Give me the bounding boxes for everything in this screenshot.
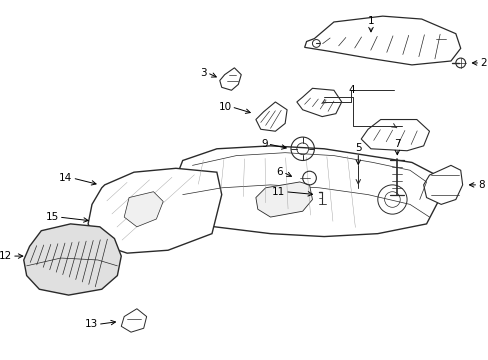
Polygon shape <box>255 182 312 217</box>
Polygon shape <box>304 16 460 65</box>
Text: 8: 8 <box>477 180 484 190</box>
Text: 4: 4 <box>347 85 354 95</box>
Text: 1: 1 <box>367 16 373 26</box>
Polygon shape <box>88 168 221 253</box>
Polygon shape <box>361 120 428 151</box>
Text: 12: 12 <box>0 251 12 261</box>
Text: 11: 11 <box>271 187 285 197</box>
Polygon shape <box>168 146 438 237</box>
Polygon shape <box>121 309 146 332</box>
Polygon shape <box>124 192 163 227</box>
Text: 2: 2 <box>479 58 486 68</box>
Text: 10: 10 <box>218 102 231 112</box>
Text: 5: 5 <box>354 143 361 153</box>
Text: 7: 7 <box>393 139 400 149</box>
Text: 9: 9 <box>261 139 267 149</box>
Text: 3: 3 <box>200 68 207 78</box>
Text: 6: 6 <box>276 167 283 177</box>
Text: 15: 15 <box>45 212 59 222</box>
Polygon shape <box>423 165 462 204</box>
Polygon shape <box>219 68 241 90</box>
Polygon shape <box>255 102 286 131</box>
Polygon shape <box>24 224 121 295</box>
Text: 14: 14 <box>59 173 72 183</box>
Text: 13: 13 <box>84 319 98 329</box>
Polygon shape <box>296 88 341 117</box>
